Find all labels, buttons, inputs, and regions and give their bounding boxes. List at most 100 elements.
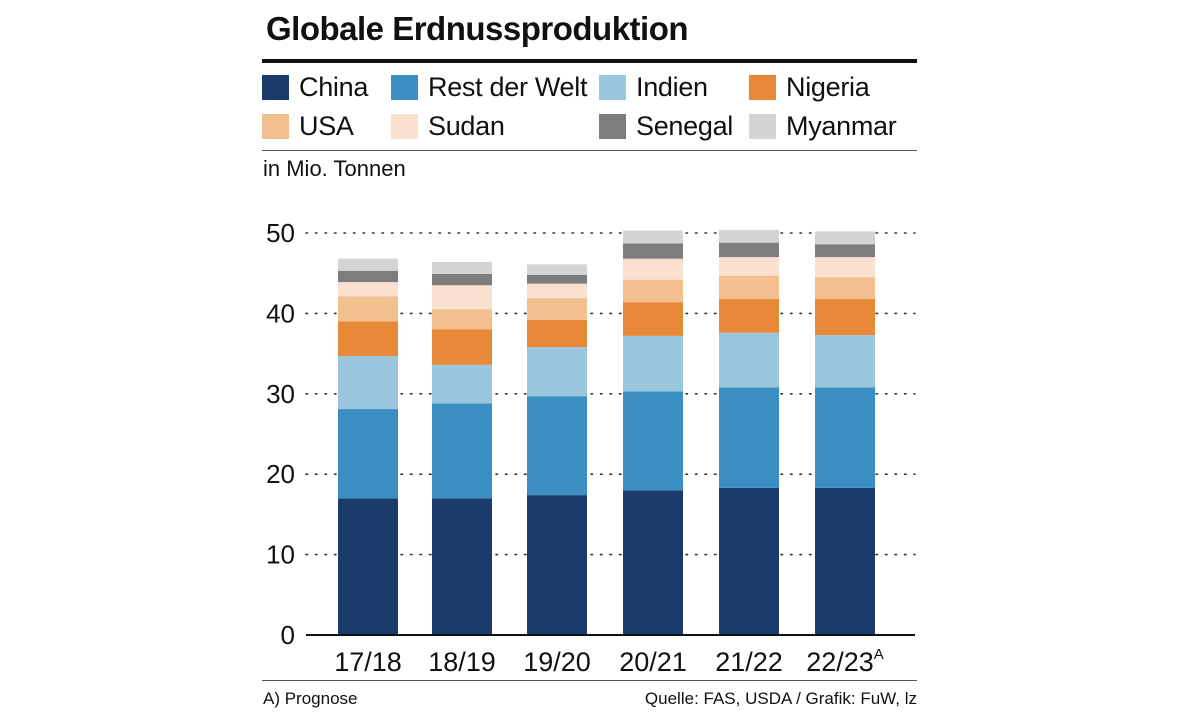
y-tick-label: 50 xyxy=(266,218,295,248)
bar-stack xyxy=(815,231,875,635)
bar-segment xyxy=(527,274,587,284)
bar-segment xyxy=(432,285,492,310)
bar-segment xyxy=(815,487,875,635)
bar-segment xyxy=(815,298,875,336)
chart-frame: Globale Erdnussproduktion China Rest der … xyxy=(262,0,917,713)
bar-segment xyxy=(623,490,683,635)
legend-item-rest-der-welt: Rest der Welt xyxy=(391,70,587,104)
y-tick-label: 20 xyxy=(266,459,295,489)
legend-label: USA xyxy=(299,110,354,141)
legend-swatch xyxy=(599,113,626,139)
bar-segment xyxy=(719,257,779,276)
bar-segment xyxy=(527,264,587,275)
legend-label: Indien xyxy=(636,71,708,102)
y-tick-label: 30 xyxy=(266,379,295,409)
bar-segment xyxy=(815,257,875,278)
bar-segment xyxy=(623,391,683,491)
footer-rule xyxy=(262,680,917,681)
bar-segment xyxy=(623,335,683,392)
bar-segment xyxy=(338,258,398,271)
bar-stack xyxy=(527,264,587,635)
bar-segment xyxy=(815,335,875,388)
x-tick-label: 17/18 xyxy=(334,647,402,677)
legend-swatch xyxy=(391,74,418,100)
bar-segment xyxy=(815,244,875,258)
bar-segment xyxy=(623,302,683,336)
source-credit: Quelle: FAS, USDA / Grafik: FuW, lz xyxy=(644,689,917,708)
bar-segment xyxy=(815,387,875,488)
legend-item-china: China xyxy=(262,70,368,104)
bar-segment xyxy=(719,298,779,333)
bar-segment xyxy=(432,309,492,330)
bar-segment xyxy=(432,498,492,635)
legend-label: Rest der Welt xyxy=(428,71,588,102)
legend-label: China xyxy=(299,71,369,102)
bar-segment xyxy=(432,329,492,365)
y-tick-label: 0 xyxy=(281,620,295,650)
bar-segment xyxy=(432,403,492,499)
bar-segment xyxy=(338,296,398,322)
legend-swatch xyxy=(599,74,626,100)
bar-segment xyxy=(527,396,587,496)
bar-segment xyxy=(623,279,683,303)
bar-segment xyxy=(527,283,587,299)
bar-segment xyxy=(719,242,779,258)
bar-segment xyxy=(815,277,875,299)
legend-swatch xyxy=(262,113,289,139)
legend-item-indien: Indien xyxy=(599,70,708,104)
bar-segment xyxy=(432,364,492,404)
footnote: A) Prognose xyxy=(263,689,358,708)
legend-swatch xyxy=(749,74,776,100)
bar-segment xyxy=(623,243,683,259)
bar-stack xyxy=(338,258,398,635)
bar-segment xyxy=(719,275,779,299)
x-tick-label: 20/21 xyxy=(619,647,687,677)
legend-label: Myanmar xyxy=(786,110,897,141)
title-rule xyxy=(262,59,917,63)
y-tick-label: 40 xyxy=(266,298,295,328)
bar-segment xyxy=(527,319,587,348)
legend-item-nigeria: Nigeria xyxy=(749,70,870,104)
x-tick-label: 21/22 xyxy=(715,647,783,677)
stacked-bar-chart: 0 10 20 30 40 50 17/18 18/19 19/20 20/21 21/22 22/2… xyxy=(266,218,916,677)
legend-swatch xyxy=(262,74,289,100)
legend: China Rest der Welt Indien Nigeria USA Sudan S… xyxy=(262,70,917,144)
bar-segment xyxy=(338,321,398,357)
x-tick-superscript: A xyxy=(874,646,884,663)
bar-segment xyxy=(338,498,398,635)
bar-stack xyxy=(623,230,683,635)
x-tick-label: 18/19 xyxy=(428,647,496,677)
bar-segment xyxy=(338,356,398,410)
bar-segment xyxy=(719,387,779,488)
legend-rule xyxy=(262,150,917,151)
legend-label: Sudan xyxy=(428,110,505,141)
bar-segment xyxy=(719,332,779,388)
legend-label: Nigeria xyxy=(786,71,870,102)
bar-segment xyxy=(338,270,398,283)
bar-segment xyxy=(338,409,398,499)
legend-item-myanmar: Myanmar xyxy=(749,109,897,143)
legend-label: Senegal xyxy=(636,110,733,141)
bar-segment xyxy=(527,495,587,635)
bar-segment xyxy=(815,231,875,245)
legend-item-senegal: Senegal xyxy=(599,109,733,143)
y-tick-label: 10 xyxy=(266,540,295,570)
legend-swatch xyxy=(391,113,418,139)
legend-swatch xyxy=(749,113,776,139)
bar-segment xyxy=(527,298,587,320)
bar-stack xyxy=(719,229,779,635)
bar-stack xyxy=(432,261,492,635)
legend-item-usa: USA xyxy=(262,109,354,143)
bar-segment xyxy=(338,282,398,297)
x-tick-label: 22/23A xyxy=(806,646,884,677)
bar-segment xyxy=(719,229,779,243)
legend-item-sudan: Sudan xyxy=(391,109,505,143)
x-tick-label: 19/20 xyxy=(523,647,591,677)
y-axis-unit-label: in Mio. Tonnen xyxy=(263,156,406,181)
bar-segment xyxy=(527,347,587,397)
bar-segment xyxy=(719,487,779,635)
bar-segment xyxy=(623,258,683,280)
bar-segment xyxy=(432,261,492,275)
bar-segment xyxy=(432,274,492,286)
bar-segment xyxy=(623,230,683,244)
